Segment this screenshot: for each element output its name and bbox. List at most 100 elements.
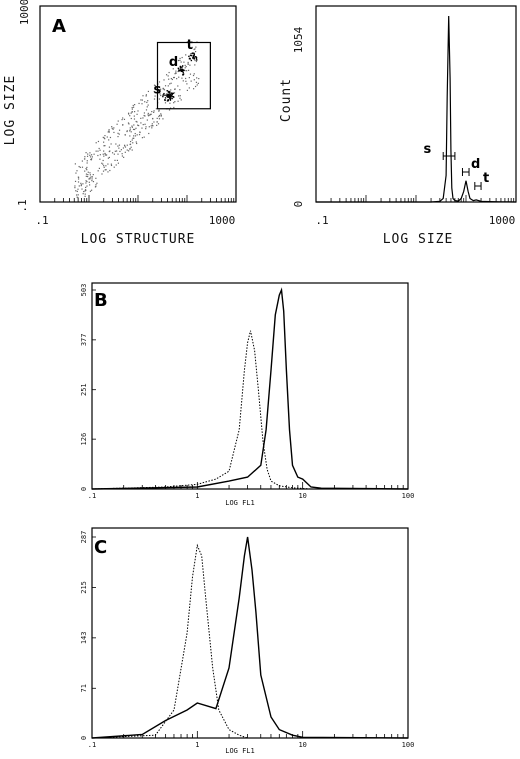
scatter-point bbox=[95, 185, 97, 188]
scatter-point bbox=[82, 193, 84, 195]
scatter-x-tick-min: .1 bbox=[35, 214, 48, 227]
scatter-point bbox=[150, 125, 152, 127]
panel-b-x-tick-label: 1 bbox=[195, 492, 199, 500]
scatter-point bbox=[140, 117, 142, 119]
scatter-point bbox=[191, 46, 193, 48]
scatter-point bbox=[142, 95, 144, 97]
population-point-s bbox=[170, 95, 172, 97]
scatter-point bbox=[108, 150, 110, 153]
scatter-point bbox=[126, 144, 128, 146]
scatter-point bbox=[168, 71, 170, 74]
scatter-point bbox=[178, 95, 180, 97]
histogram-y-tick-min: 0 bbox=[292, 201, 305, 208]
scatter-point bbox=[95, 184, 97, 186]
scatter-point bbox=[170, 77, 172, 80]
scatter-point bbox=[117, 132, 119, 134]
scatter-point bbox=[77, 176, 79, 178]
population-point-d bbox=[182, 71, 184, 74]
scatter-point bbox=[103, 150, 105, 152]
scatter-point bbox=[90, 176, 92, 178]
population-point-t bbox=[190, 59, 193, 62]
scatter-point bbox=[98, 167, 100, 169]
scatter-point bbox=[102, 170, 105, 172]
scatter-point bbox=[91, 178, 93, 180]
scatter-point bbox=[151, 127, 153, 129]
scatter-point bbox=[109, 169, 111, 172]
population-point-t bbox=[191, 52, 193, 55]
scatter-point bbox=[185, 54, 187, 56]
population-point-t bbox=[195, 56, 197, 58]
scatter-point bbox=[141, 127, 143, 129]
population-point-t bbox=[188, 55, 190, 58]
population-point-s bbox=[162, 95, 164, 98]
scatter-point bbox=[95, 177, 97, 179]
scatter-point bbox=[137, 124, 139, 126]
population-point-d bbox=[180, 69, 182, 71]
scatter-point bbox=[153, 111, 155, 113]
scatter-point bbox=[136, 121, 138, 123]
scatter-point bbox=[129, 140, 132, 143]
population-point-t bbox=[195, 57, 198, 60]
population-point-t bbox=[193, 52, 195, 55]
scatter-point bbox=[115, 150, 118, 152]
scatter-point bbox=[75, 194, 78, 196]
scatter-point bbox=[110, 163, 112, 165]
scatter-point bbox=[148, 126, 150, 128]
scatter-point bbox=[89, 172, 91, 174]
scatter-point bbox=[147, 114, 149, 116]
panel-b-y-tick-label: 0 bbox=[80, 487, 88, 491]
scatter-point bbox=[127, 122, 130, 124]
scatter-point bbox=[104, 169, 106, 171]
population-point-t bbox=[192, 57, 194, 59]
scatter-point bbox=[90, 154, 93, 156]
scatter-point bbox=[84, 193, 86, 195]
scatter-point bbox=[173, 106, 175, 109]
scatter-point bbox=[102, 163, 104, 165]
scatter-point bbox=[152, 117, 154, 120]
scatter-point bbox=[145, 109, 148, 111]
scatter-point bbox=[183, 61, 185, 63]
scatter-point bbox=[186, 70, 188, 72]
scatter-point bbox=[168, 78, 170, 80]
population-point-t bbox=[192, 56, 194, 58]
scatter-point bbox=[80, 182, 82, 184]
scatter-point bbox=[85, 180, 87, 182]
scatter-point bbox=[174, 101, 176, 103]
population-point-t bbox=[193, 54, 195, 57]
scatter-point bbox=[84, 195, 86, 197]
scatter-x-tick-max: 1000 bbox=[209, 214, 236, 227]
scatter-point bbox=[185, 80, 187, 82]
scatter-point bbox=[101, 173, 103, 175]
scatter-point bbox=[184, 70, 186, 72]
scatter-point bbox=[84, 170, 86, 172]
population-point-t bbox=[193, 56, 195, 58]
population-point-d bbox=[181, 68, 184, 70]
scatter-point bbox=[195, 46, 197, 48]
scatter-point bbox=[119, 150, 121, 153]
scatter-point bbox=[130, 146, 132, 148]
gate-t: t bbox=[474, 171, 489, 190]
scatter-point bbox=[113, 166, 115, 168]
scatter-point bbox=[104, 135, 106, 137]
scatter-point bbox=[159, 90, 161, 92]
scatter-point bbox=[118, 147, 120, 149]
scatter-point bbox=[85, 186, 87, 189]
scatter-point bbox=[86, 166, 88, 169]
histogram-x-tick-max: 1000 bbox=[489, 214, 516, 227]
scatter-point bbox=[187, 69, 190, 71]
scatter-point bbox=[134, 135, 137, 137]
scatter-point bbox=[121, 153, 123, 155]
scatter-point bbox=[147, 104, 149, 106]
scatter-point bbox=[111, 152, 114, 154]
scatter-point bbox=[88, 178, 90, 180]
scatter-point bbox=[135, 127, 137, 129]
scatter-point bbox=[158, 115, 160, 118]
scatter-point bbox=[144, 123, 146, 125]
scatter-point bbox=[128, 113, 130, 115]
scatter-point bbox=[188, 77, 190, 79]
scatter-point bbox=[160, 94, 162, 97]
scatter-point bbox=[144, 115, 146, 117]
gate-d: d bbox=[461, 157, 480, 176]
scatter-point bbox=[174, 88, 176, 90]
scatter-point bbox=[115, 143, 117, 145]
